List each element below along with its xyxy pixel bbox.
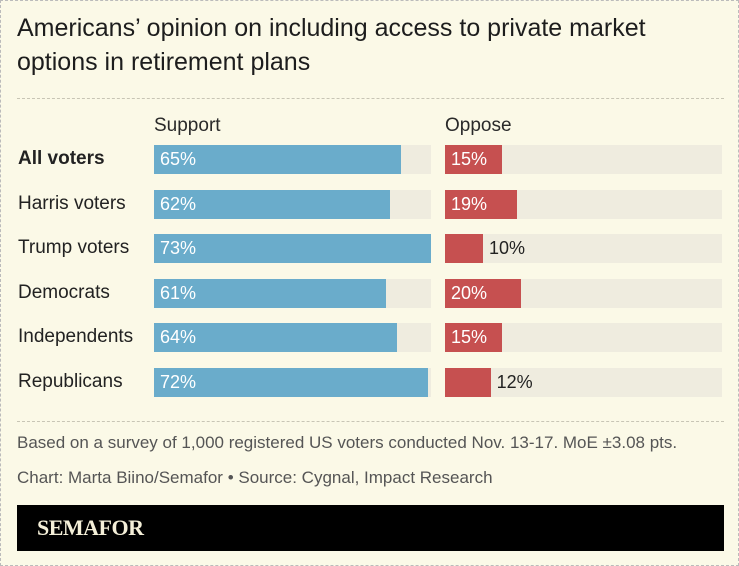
support-bar [154, 367, 428, 397]
support-bar [154, 278, 386, 308]
support-bar [154, 189, 390, 219]
support-header: Support [154, 115, 221, 136]
survey-note: Based on a survey of 1,000 registered US… [17, 433, 678, 452]
divider [17, 98, 724, 99]
category-label: Trump voters [18, 237, 130, 258]
chart-title: Americans’ opinion on including access t… [17, 14, 646, 76]
bar-track [445, 367, 722, 397]
oppose-bar [445, 145, 502, 174]
credit-note: Chart: Marta Biino/Semafor • Source: Cyg… [17, 468, 493, 487]
support-value-label: 72% [160, 371, 197, 392]
support-value-label: 61% [160, 282, 197, 303]
bar-track [445, 234, 722, 263]
footer-bar: SEMAFOR [17, 505, 724, 551]
semafor-logo: SEMAFOR [37, 515, 144, 540]
category-label: Independents [18, 326, 134, 347]
support-value-label: 62% [160, 193, 197, 214]
oppose-value-label: 20% [451, 282, 488, 303]
category-label: Harris voters [18, 192, 126, 214]
support-value-label: 65% [160, 149, 197, 169]
category-label: Democrats [18, 281, 110, 303]
oppose-bar [445, 323, 502, 352]
support-bar [154, 234, 432, 263]
oppose-bar [445, 278, 521, 308]
oppose-value-label: 10% [489, 238, 526, 258]
oppose-value-label: 15% [451, 327, 488, 347]
category-label: All voters [18, 148, 105, 169]
support-value-label: 64% [160, 327, 197, 347]
oppose-value-label: 19% [451, 193, 488, 214]
oppose-bar [445, 367, 491, 397]
support-value-label: 73% [160, 238, 197, 258]
oppose-header: Oppose [445, 115, 512, 136]
divider [17, 421, 724, 422]
oppose-bar [445, 189, 518, 219]
support-bar [154, 145, 401, 174]
category-label: Republicans [18, 370, 123, 392]
oppose-value-label: 15% [451, 149, 488, 169]
oppose-value-label: 12% [496, 371, 533, 392]
support-bar [154, 323, 398, 352]
oppose-bar [445, 234, 483, 263]
